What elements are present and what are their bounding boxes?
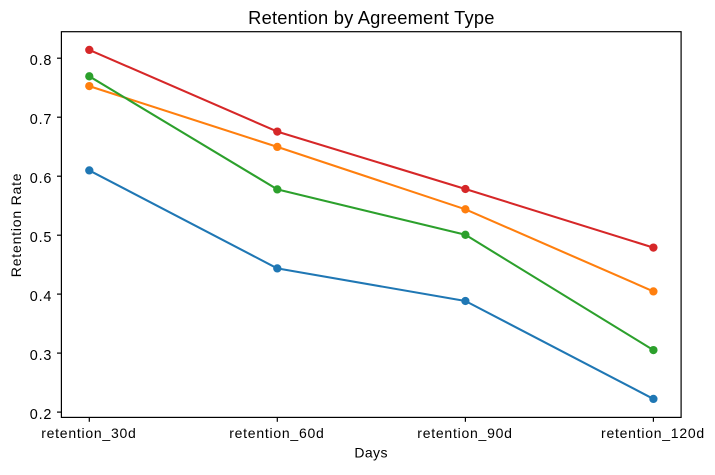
svg-text:retention_60d: retention_60d <box>229 425 324 441</box>
svg-text:Days: Days <box>354 444 388 460</box>
svg-text:0.2: 0.2 <box>30 407 52 423</box>
svg-text:0.6: 0.6 <box>30 171 52 187</box>
svg-text:Retention Rate: Retention Rate <box>8 173 24 278</box>
svg-text:0.4: 0.4 <box>30 289 52 305</box>
svg-text:0.3: 0.3 <box>30 348 52 364</box>
svg-text:0.5: 0.5 <box>30 230 52 246</box>
svg-text:retention_90d: retention_90d <box>417 425 512 441</box>
svg-text:retention_120d: retention_120d <box>601 425 705 441</box>
svg-text:0.8: 0.8 <box>30 53 52 69</box>
svg-text:0.7: 0.7 <box>30 112 52 128</box>
svg-text:retention_30d: retention_30d <box>41 425 136 441</box>
svg-text:Retention by Agreement Type: Retention by Agreement Type <box>248 7 494 28</box>
